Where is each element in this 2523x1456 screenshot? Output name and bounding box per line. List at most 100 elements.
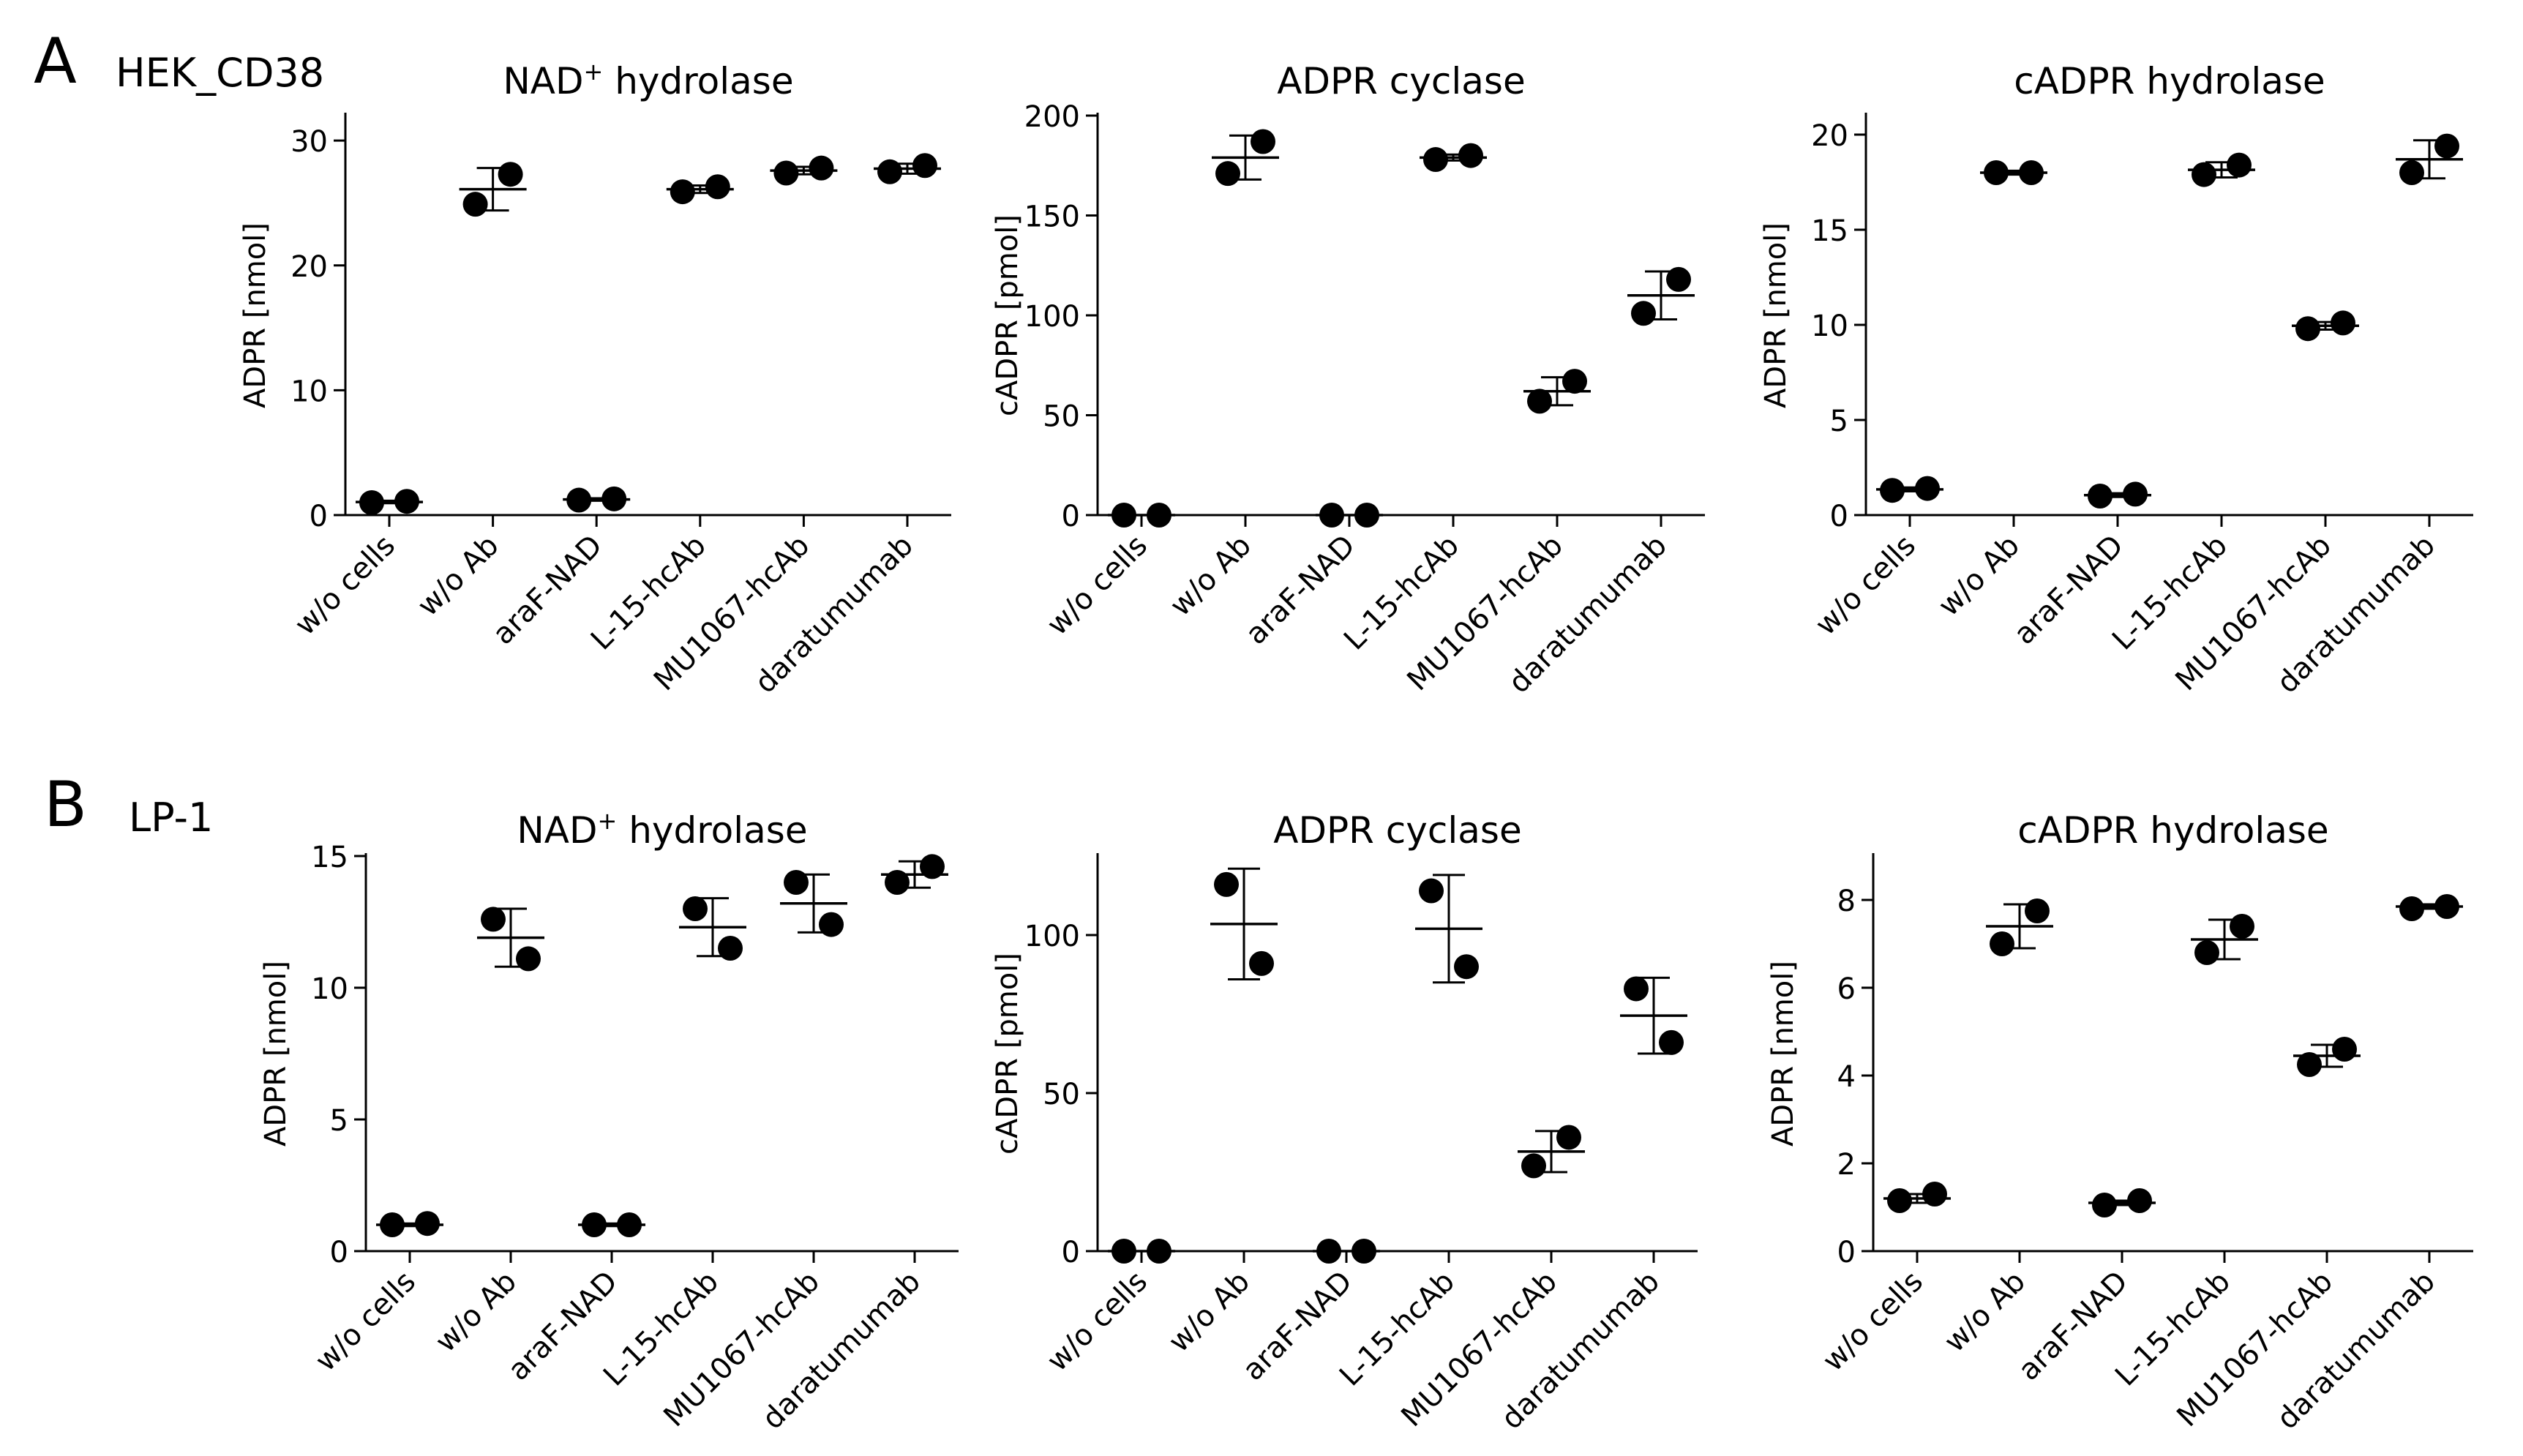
- data-point: [2227, 152, 2252, 178]
- data-point: [2297, 1052, 2322, 1077]
- data-point: [1666, 266, 1691, 292]
- y-tick-label: 0: [1062, 1236, 1080, 1269]
- y-tick-label: 6: [1837, 972, 1856, 1006]
- data-point: [2192, 162, 2216, 187]
- y-axis-label: ADPR [nmol]: [239, 222, 272, 408]
- x-tick-label: w/o Ab: [411, 529, 506, 623]
- x-tick-label: w/o Ab: [1938, 1265, 2032, 1359]
- x-tick-label: w/o cells: [309, 1265, 422, 1378]
- data-point: [718, 936, 743, 961]
- data-point: [784, 870, 809, 895]
- data-point: [617, 1212, 642, 1237]
- data-point: [1249, 950, 1274, 976]
- y-tick-label: 0: [330, 1236, 348, 1269]
- data-point: [1562, 369, 1587, 394]
- data-point: [516, 946, 541, 972]
- y-tick-label: 0: [1830, 500, 1848, 533]
- data-point: [601, 486, 627, 511]
- y-tick-label: 100: [1024, 300, 1080, 334]
- data-point: [462, 192, 488, 217]
- data-point: [1214, 871, 1239, 897]
- y-tick-label: 0: [310, 500, 328, 533]
- data-point: [877, 159, 902, 184]
- panel-letter-b: B: [44, 768, 87, 841]
- y-tick-label: 150: [1024, 200, 1080, 234]
- data-point: [683, 896, 708, 921]
- data-point: [359, 489, 384, 515]
- y-tick-label: 20: [1811, 119, 1848, 153]
- y-axis-label: ADPR [nmol]: [1766, 961, 1800, 1147]
- chart-title: NAD+ hydrolase: [517, 807, 807, 852]
- y-axis-label: ADPR [nmol]: [1759, 222, 1793, 408]
- data-point: [2092, 1193, 2117, 1217]
- chart-6: cADPR hydrolase 0 2 4 6 8 ADPR [nmol] w/o cells…: [1766, 809, 2473, 1436]
- data-point: [1147, 1239, 1171, 1264]
- panel-label-b: LP-1: [129, 795, 214, 841]
- data-point: [380, 1212, 405, 1237]
- data-point: [2088, 484, 2113, 509]
- data-point: [2434, 133, 2459, 159]
- data-point: [2295, 316, 2320, 342]
- y-tick-label: 10: [290, 375, 328, 408]
- y-tick-label: 30: [290, 125, 328, 159]
- data-point: [1147, 503, 1171, 528]
- data-point: [1556, 1125, 1581, 1150]
- y-tick-label: 4: [1837, 1060, 1856, 1094]
- data-point: [1352, 1239, 1376, 1264]
- data-point: [1111, 1239, 1136, 1264]
- data-point: [1316, 1239, 1341, 1264]
- data-point: [1419, 878, 1444, 904]
- data-point: [1354, 503, 1379, 528]
- chart-3: cADPR hydrolase 0 5 10 15 20 ADPR [nmol] w/o ce…: [1759, 60, 2473, 700]
- data-point: [1215, 161, 1240, 187]
- data-point: [2025, 898, 2050, 923]
- chart-title: NAD+ hydrolase: [503, 58, 793, 102]
- data-point: [1880, 478, 1905, 503]
- y-tick-label: 0: [1062, 500, 1080, 533]
- data-point: [394, 489, 419, 514]
- y-tick-label: 15: [1811, 214, 1848, 248]
- chart-title: cADPR hydrolase: [2014, 60, 2325, 102]
- data-point: [1521, 1153, 1546, 1179]
- data-point: [809, 155, 834, 181]
- data-point: [2332, 1037, 2357, 1062]
- x-tick-label: w/o cells: [1816, 1265, 1930, 1378]
- data-point: [1631, 301, 1656, 326]
- x-tick-label: w/o Ab: [1163, 529, 1258, 623]
- data-point: [415, 1211, 440, 1237]
- data-point: [1887, 1188, 1912, 1213]
- data-point: [773, 160, 799, 186]
- data-point: [670, 179, 695, 205]
- y-tick-label: 0: [1837, 1236, 1856, 1269]
- y-tick-label: 50: [1043, 400, 1080, 434]
- y-tick-label: 10: [311, 972, 348, 1006]
- data-point: [2331, 310, 2355, 336]
- data-point: [1423, 147, 1448, 173]
- data-point: [1984, 160, 2009, 185]
- y-tick-label: 8: [1837, 885, 1856, 918]
- y-tick-label: 50: [1043, 1078, 1080, 1111]
- data-point: [2127, 1188, 2152, 1213]
- data-point: [1111, 503, 1136, 528]
- y-axis-label: ADPR [nmol]: [259, 961, 293, 1147]
- chart-4: NAD+ hydrolase 0 5 10 15 ADPR [nmol] w/o cells…: [259, 807, 959, 1436]
- data-point: [885, 870, 910, 895]
- y-axis-label: cADPR [pmol]: [991, 953, 1024, 1155]
- y-tick-label: 5: [1830, 405, 1848, 438]
- x-tick-label: w/o cells: [1041, 1265, 1154, 1378]
- x-tick-label: w/o Ab: [1932, 529, 2026, 623]
- x-tick-label: w/o cells: [1809, 529, 1922, 642]
- data-point: [566, 487, 592, 513]
- chart-title: ADPR cyclase: [1273, 809, 1521, 852]
- y-tick-label: 20: [290, 250, 328, 284]
- data-point: [2123, 481, 2148, 507]
- data-point: [1454, 954, 1479, 980]
- chart-1: NAD+ hydrolase 0 10 20 30 ADPR [nmol] w/o cell…: [239, 58, 951, 700]
- data-point: [1915, 476, 1940, 501]
- data-point: [498, 162, 523, 187]
- data-point: [2399, 896, 2424, 921]
- y-tick-label: 5: [330, 1104, 348, 1138]
- y-tick-label: 100: [1024, 920, 1080, 953]
